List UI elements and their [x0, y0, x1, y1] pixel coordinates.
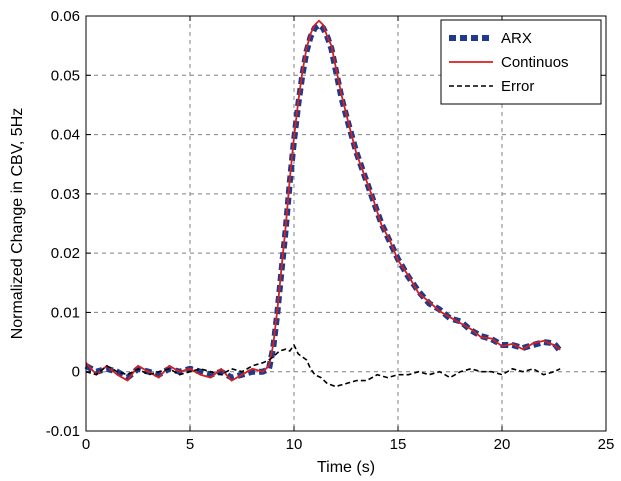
x-axis-label: Time (s) — [317, 459, 375, 476]
y-tick-label: 0.05 — [51, 67, 80, 84]
y-tick-label: 0.04 — [51, 127, 80, 144]
legend-label-arx: ARX — [501, 30, 532, 47]
legend-label-continuos: Continuos — [501, 54, 569, 71]
y-tick-label: -0.01 — [46, 423, 80, 440]
x-tick-label: 20 — [494, 436, 511, 453]
x-tick-label: 15 — [390, 436, 407, 453]
y-axis-label: Normalized Change in CBV, 5Hz — [9, 108, 26, 340]
series-line-continuos — [85, 19, 561, 382]
y-tick-label: 0.03 — [51, 186, 80, 203]
series-layer — [84, 19, 563, 388]
legend-label-error: Error — [501, 78, 534, 95]
series-line-error — [85, 344, 561, 388]
y-tick-label: 0.01 — [51, 304, 80, 321]
x-tick-label: 10 — [286, 436, 303, 453]
legend: ARX Continuos Error — [440, 19, 602, 105]
x-tick-label: 25 — [598, 436, 615, 453]
grid — [86, 16, 606, 431]
x-tick-label: 5 — [186, 436, 194, 453]
y-tick-label: 0.02 — [51, 245, 80, 262]
y-tick-label: 0 — [72, 364, 80, 381]
x-tick-label: 0 — [82, 436, 90, 453]
plot-frame — [85, 15, 607, 432]
y-tick-label: 0.06 — [51, 8, 80, 25]
